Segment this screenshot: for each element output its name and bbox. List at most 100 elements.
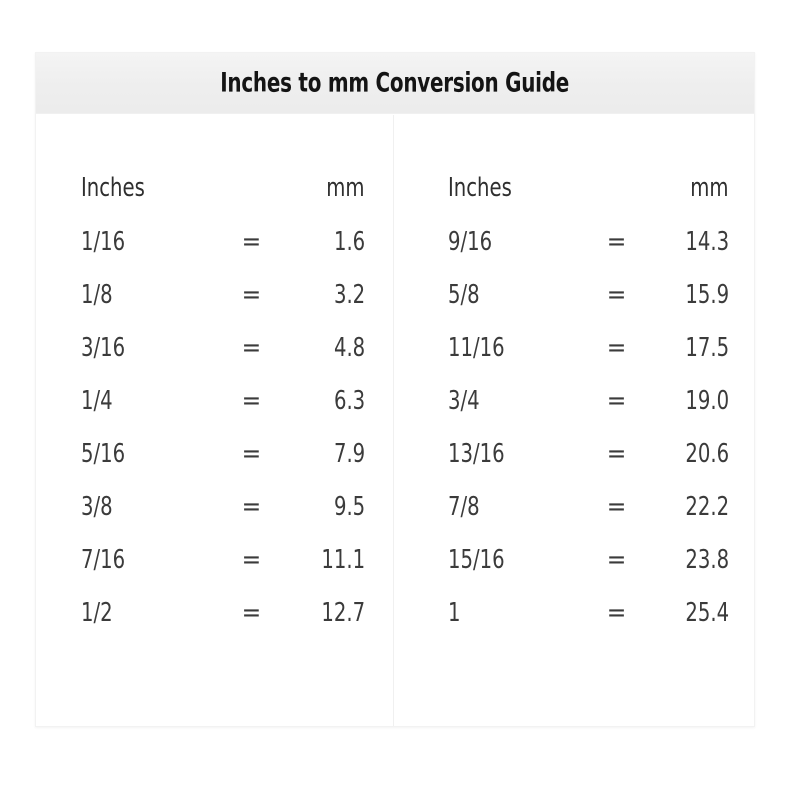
cell-inches-value: 5/16: [81, 438, 126, 469]
table-row: 5/16 = 7.9: [81, 427, 365, 480]
cell-equals: =: [241, 491, 262, 522]
conversion-table-right: Inches mm 9/16 = 14.3 5/8 = 15.9: [448, 161, 729, 639]
cell-mm-value: 6.3: [333, 385, 365, 416]
table-row: 3/8 = 9.5: [81, 480, 365, 533]
cell-mm: 17.5: [639, 321, 729, 374]
table-row: 1/8 = 3.2: [81, 268, 365, 321]
cell-mm: 9.5: [274, 480, 365, 533]
cell-mm: 12.7: [274, 586, 365, 639]
table-row: 1/16 = 1.6: [81, 215, 365, 268]
cell-equals: =: [241, 332, 262, 363]
cell-equals: =: [606, 332, 627, 363]
cell-inches-value: 1/16: [81, 226, 126, 257]
cell-inches-value: 7/8: [448, 491, 480, 522]
column-header-inches-label: Inches: [448, 173, 512, 203]
table-row: 13/16 = 20.6: [448, 427, 729, 480]
cell-equals: =: [241, 279, 262, 310]
cell-mm-value: 15.9: [685, 279, 729, 310]
cell-mm-value: 4.8: [333, 332, 365, 363]
cell-mm-value: 19.0: [685, 385, 729, 416]
cell-inches: 13/16: [448, 427, 594, 480]
cell-inches-value: 1/4: [81, 385, 113, 416]
card-body: Inches mm 1/16 = 1.6 1/8 = 3.2: [36, 115, 754, 726]
table-body-right: 9/16 = 14.3 5/8 = 15.9 11/16 = 17.5: [448, 215, 729, 639]
cell-inches-value: 1/2: [81, 597, 113, 628]
cell-inches: 15/16: [448, 533, 594, 586]
cell-mm: 14.3: [639, 215, 729, 268]
cell-mm: 6.3: [274, 374, 365, 427]
cell-inches-value: 3/8: [81, 491, 113, 522]
cell-mm: 23.8: [639, 533, 729, 586]
right-column-pane: Inches mm 9/16 = 14.3 5/8 = 15.9: [394, 115, 754, 639]
cell-equals: =: [241, 385, 262, 416]
cell-equals: =: [606, 491, 627, 522]
column-divider: [393, 115, 394, 726]
cell-mm-value: 14.3: [685, 226, 729, 257]
cell-mm: 1.6: [274, 215, 365, 268]
cell-equals: =: [241, 544, 262, 575]
table-row: 9/16 = 14.3: [448, 215, 729, 268]
table-row: 1/4 = 6.3: [81, 374, 365, 427]
cell-inches: 1/4: [81, 374, 229, 427]
cell-equals: =: [606, 544, 627, 575]
cell-inches: 1/8: [81, 268, 229, 321]
column-header-inches-label: Inches: [81, 173, 145, 203]
cell-mm-value: 7.9: [333, 438, 365, 469]
table-row: 5/8 = 15.9: [448, 268, 729, 321]
cell-mm: 19.0: [639, 374, 729, 427]
cell-inches: 7/16: [81, 533, 229, 586]
cell-mm-value: 23.8: [685, 544, 729, 575]
cell-equals: =: [606, 279, 627, 310]
page-title: Inches to mm Conversion Guide: [36, 68, 754, 99]
cell-equals: =: [606, 226, 627, 257]
column-header-mm: mm: [639, 161, 729, 215]
cell-mm-value: 9.5: [333, 491, 365, 522]
cell-inches: 7/8: [448, 480, 594, 533]
column-header-equals-spacer: [594, 161, 639, 215]
cell-mm-value: 11.1: [321, 544, 365, 575]
cell-inches-value: 3/16: [81, 332, 126, 363]
cell-inches-value: 1: [448, 597, 461, 628]
cell-mm: 11.1: [274, 533, 365, 586]
table-row: 1/2 = 12.7: [81, 586, 365, 639]
cell-mm-value: 22.2: [685, 491, 729, 522]
cell-mm-value: 3.2: [333, 279, 365, 310]
card-header: Inches to mm Conversion Guide: [36, 53, 754, 114]
page-title-text: Inches to mm Conversion Guide: [220, 67, 570, 99]
cell-inches: 9/16: [448, 215, 594, 268]
cell-mm-value: 1.6: [333, 226, 365, 257]
cell-inches-value: 11/16: [448, 332, 505, 363]
table-row: 7/8 = 22.2: [448, 480, 729, 533]
cell-inches: 3/16: [81, 321, 229, 374]
cell-mm: 7.9: [274, 427, 365, 480]
column-header-inches: Inches: [81, 161, 229, 215]
cell-inches-value: 1/8: [81, 279, 113, 310]
column-header-mm-label: mm: [690, 173, 729, 203]
table-row: 3/4 = 19.0: [448, 374, 729, 427]
cell-inches: 1: [448, 586, 594, 639]
cell-mm-value: 12.7: [321, 597, 365, 628]
cell-inches-value: 3/4: [448, 385, 480, 416]
cell-inches-value: 15/16: [448, 544, 505, 575]
table-row: 11/16 = 17.5: [448, 321, 729, 374]
cell-mm: 22.2: [639, 480, 729, 533]
cell-inches: 3/4: [448, 374, 594, 427]
cell-inches: 11/16: [448, 321, 594, 374]
table-row: 1 = 25.4: [448, 586, 729, 639]
table-row: 15/16 = 23.8: [448, 533, 729, 586]
cell-inches: 1/16: [81, 215, 229, 268]
column-header-equals-spacer: [229, 161, 274, 215]
cell-equals: =: [241, 226, 262, 257]
cell-inches-value: 5/8: [448, 279, 480, 310]
table-row: 7/16 = 11.1: [81, 533, 365, 586]
table-head-right: Inches mm: [448, 161, 729, 215]
left-column-pane: Inches mm 1/16 = 1.6 1/8 = 3.2: [36, 115, 393, 639]
cell-inches: 1/2: [81, 586, 229, 639]
cell-mm: 4.8: [274, 321, 365, 374]
table-head-left: Inches mm: [81, 161, 365, 215]
cell-mm: 25.4: [639, 586, 729, 639]
cell-inches: 5/16: [81, 427, 229, 480]
cell-equals: =: [606, 597, 627, 628]
conversion-guide-card: Inches to mm Conversion Guide Inches mm …: [35, 52, 755, 727]
cell-inches: 3/8: [81, 480, 229, 533]
